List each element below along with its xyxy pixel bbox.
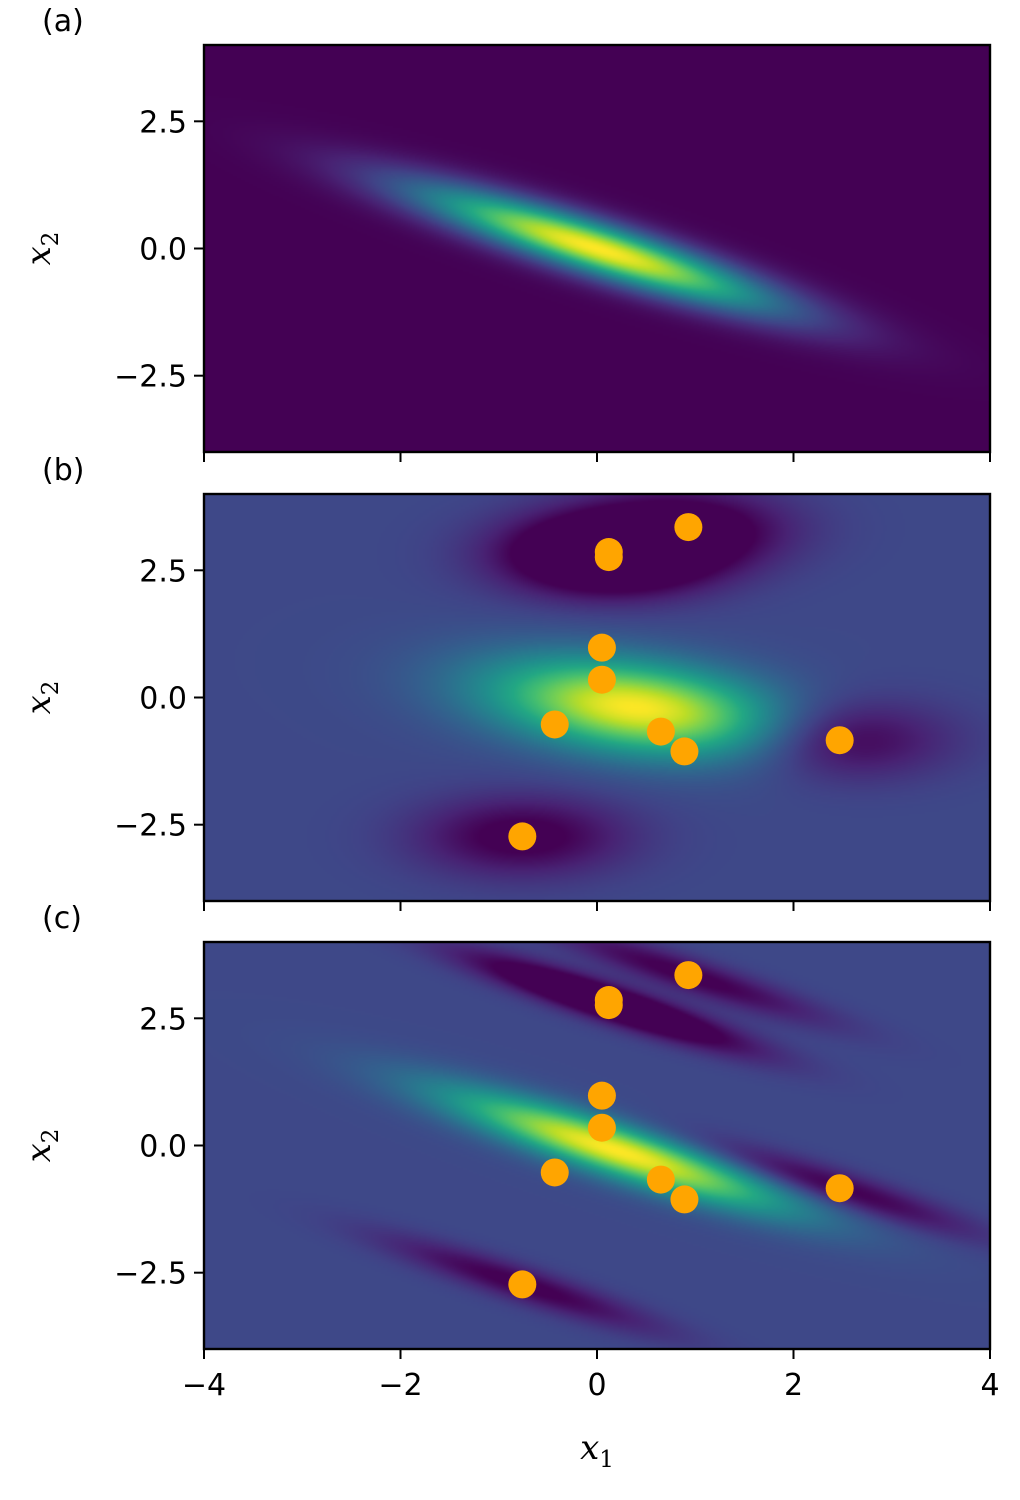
heatmap-image: [204, 45, 990, 452]
y-tick-label: −2.5: [114, 809, 187, 844]
y-tick-label: 0.0: [139, 1130, 187, 1165]
data-point: [587, 665, 616, 694]
x-tick-label: −2: [378, 1368, 422, 1403]
data-point: [674, 513, 703, 542]
panel-b: −2.5 0.0 2.5 (b) x2: [19, 453, 992, 911]
data-point: [508, 822, 537, 851]
x-tick-label: 2: [784, 1368, 803, 1403]
x-axis-label: x1: [580, 1428, 614, 1473]
data-point: [670, 1185, 699, 1214]
panel-label: (b): [42, 453, 84, 488]
data-point: [825, 1174, 854, 1203]
x-tick-label: 0: [587, 1368, 606, 1403]
y-tick-label: 2.5: [139, 554, 187, 589]
data-point: [587, 1081, 616, 1110]
data-point: [674, 961, 703, 990]
y-tick-label: −2.5: [114, 1257, 187, 1292]
panel-label: (a): [42, 4, 84, 39]
data-point: [825, 726, 854, 755]
y-tick-label: 0.0: [139, 233, 187, 268]
x-tick-label: 4: [980, 1368, 999, 1403]
data-point: [540, 1158, 569, 1187]
data-point: [587, 1113, 616, 1142]
x-tick-label: −4: [182, 1368, 226, 1403]
data-point: [508, 1270, 537, 1299]
y-axis-label: x2: [19, 232, 64, 266]
panel-a: −2.5 0.0 2.5 (a) x2: [19, 4, 992, 462]
y-tick-label: 2.5: [139, 1002, 187, 1037]
data-point: [670, 737, 699, 766]
data-point: [646, 1165, 675, 1194]
data-point: [594, 991, 623, 1020]
y-tick-label: −2.5: [114, 360, 187, 395]
y-tick-label: 2.5: [139, 105, 187, 140]
y-axis-label: x2: [19, 681, 64, 715]
data-point: [587, 633, 616, 662]
data-point: [540, 710, 569, 739]
panel-label: (c): [42, 901, 82, 936]
data-point: [594, 543, 623, 572]
y-tick-label: 0.0: [139, 682, 187, 717]
panel-c: −2.5 0.0 2.5 −4 −2 0 2 4 (c) x2 x1: [19, 901, 1000, 1473]
y-axis-label: x2: [19, 1129, 64, 1163]
data-point: [646, 717, 675, 746]
